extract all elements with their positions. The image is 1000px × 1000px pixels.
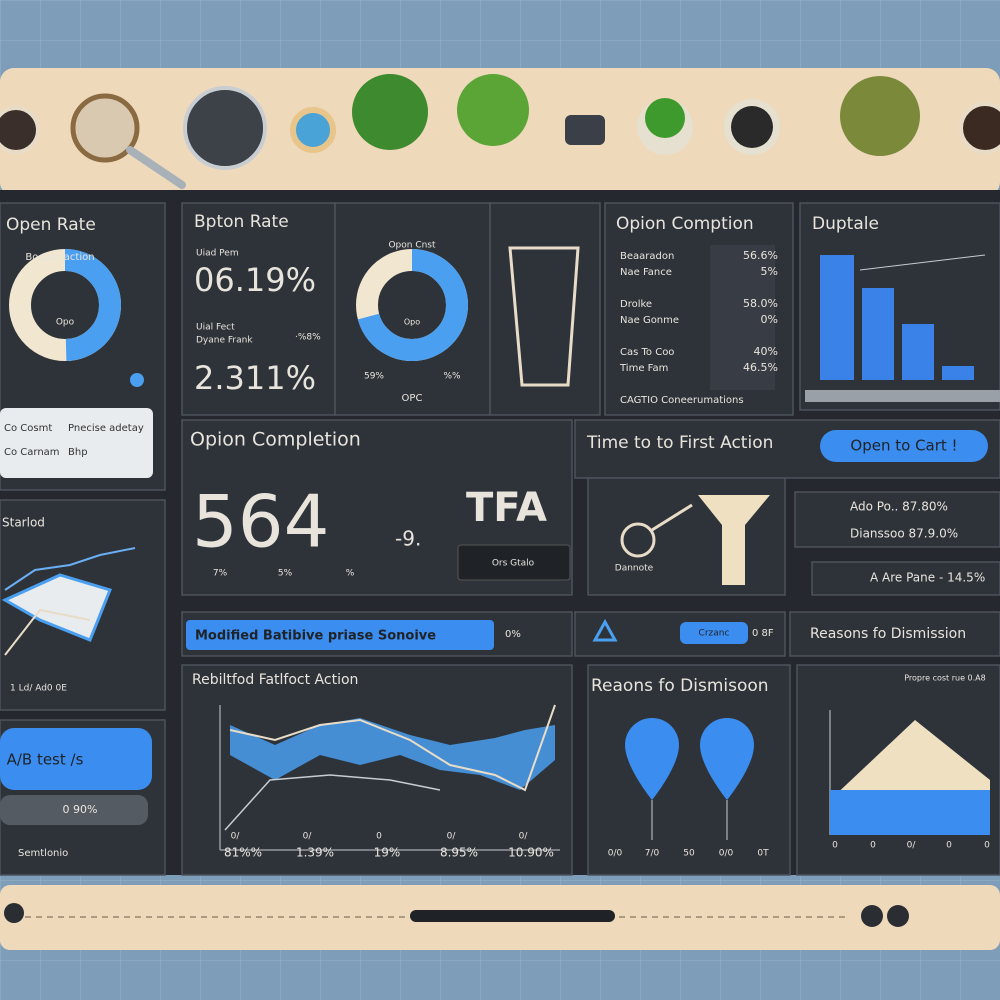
row: Ado Po.. 87.80% [850,500,948,514]
top-shelf [0,68,1000,196]
tick-label: 0/ [907,841,917,851]
tick-label: 0T [757,849,769,859]
label: 0% [505,629,521,640]
tick-label: 0/ [519,832,529,842]
tick-label: 0/ [447,832,457,842]
label: Semtlonio [18,848,68,859]
button[interactable]: A/B test /s [7,751,84,769]
label: Opo [404,318,420,327]
decorations [0,245,1000,851]
tick-label: 0 [376,832,382,842]
tick-label: 0/0 [719,849,734,859]
row-value: 46.5% [743,361,778,374]
chip: Crzanc [699,629,730,639]
label: Dyane Frank [196,336,253,346]
label: OPC [402,393,423,404]
label: ·%8% [295,333,321,343]
tick-label: % [346,569,355,579]
panel-title: Opion Comption [616,214,754,234]
metric-value: 2.311% [194,359,316,397]
panel-title: Opion Completion [190,429,361,451]
label: Opo [56,318,75,328]
label: %% [443,372,461,382]
row-label: Nae Fance [620,267,672,278]
label: 0 8F [752,628,774,639]
list-item: Bhp [68,447,88,458]
tick-label: 7/0 [645,849,660,859]
label: 1 Ld/ Ad0 0E [10,684,67,694]
row-label: Beaaradon [620,251,674,262]
tick-label: 1.39% [296,846,334,860]
panel-title: Starlod [2,516,45,530]
label: TFA [466,485,547,531]
metric-value: 564 [192,480,329,564]
banner: Modified Batibive priase Sonoive [195,629,436,644]
panel-title: Reasons fo Dismission [810,626,966,642]
button[interactable]: Open to Cart ! [850,437,957,455]
tick-label: 0 [984,841,990,851]
row-value: 58.0% [743,297,778,310]
label: 0 90% [63,803,98,816]
tick-label: 0/0 [608,849,623,859]
row-label: Nae Gonme [620,315,679,326]
row-value: 5% [761,265,778,278]
label: Ors Gtalo [492,559,535,569]
list-item: Co Carnam [4,447,60,458]
row-label: Cas To Coo [620,347,674,358]
label: Uiad Pem [196,249,239,259]
tick-label: 10.90% [508,846,554,860]
row-label: Time Fam [619,363,668,374]
row-value: 56.6% [743,249,778,262]
label: Dannote [615,564,654,574]
row-value: 0% [761,313,778,326]
tick-label: 0 [870,841,876,851]
panel-title: Propre cost rue 0.A8 [904,674,986,683]
list-item: Pnecise adetay [68,423,144,434]
bottom-shelf [0,885,1000,950]
label: Bogam action [25,252,94,263]
label: 59% [364,372,384,382]
tick-label: 81%% [224,846,262,860]
panel-title: Open Rate [6,215,96,235]
panel-title: Time to to First Action [586,433,773,453]
tick-label: 5% [278,569,293,579]
label: Uial Fect [196,323,235,333]
tick-label: 0 [946,841,952,851]
row: Dianssoo 87.9.0% [850,527,958,541]
tick-label: 19% [374,846,401,860]
metric-value: 06.19% [194,261,316,299]
tick-label: 50 [683,849,695,859]
row: A Are Pane - 14.5% [870,571,985,585]
panel-title: Duptale [812,214,879,234]
tick-label: 0 [832,841,838,851]
panel-title: Reaons fo Dismisoon [591,676,769,696]
label: -9. [395,527,421,551]
row-label: Drolke [620,299,652,310]
panel-title: Bpton Rate [194,212,289,232]
tick-label: 0/ [231,832,241,842]
panel-title: Opon Cnst [388,241,436,251]
row-value: 40% [754,345,778,358]
tick-label: 7% [213,569,228,579]
tick-label: 0/ [303,832,313,842]
panel-title: Rebiltfod Fatlfoct Action [192,672,358,688]
tick-label: 8.95% [440,846,478,860]
list-item: Co Cosmt [4,423,52,434]
label: CAGTIO Coneerumations [620,395,744,406]
